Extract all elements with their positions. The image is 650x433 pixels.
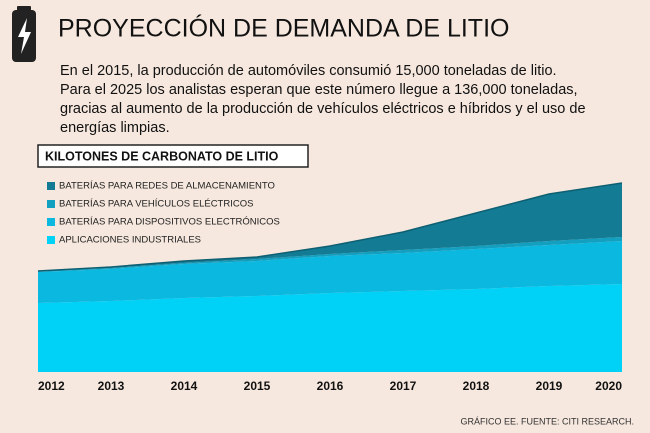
legend-swatch (47, 236, 55, 244)
legend-label: BATERÍAS PARA REDES DE ALMACENAMIENTO (59, 181, 275, 192)
legend-swatch (47, 200, 55, 208)
legend-swatch (47, 218, 55, 226)
area (38, 241, 622, 303)
x-tick-label: 2016 (317, 379, 344, 393)
chart-title-box (37, 144, 309, 168)
source: GRÁFICO EE. FUENTE: CITI RESEARCH. (460, 416, 634, 426)
x-tick-label: 2020 (595, 379, 622, 393)
x-tick-label: 2015 (244, 379, 271, 393)
x-tick-label: 2017 (390, 379, 417, 393)
x-tick-label: 2014 (171, 379, 198, 393)
legend-swatch (47, 182, 55, 190)
area (38, 237, 622, 272)
legend-label: BATERÍAS PARA DISPOSITIVOS ELECTRÓNICOS (59, 217, 280, 228)
x-tick-label: 2013 (98, 379, 125, 393)
intro-line: gracias al aumento de la producción de v… (60, 101, 586, 117)
intro-line: Para el 2025 los analistas esperan que e… (60, 82, 578, 98)
legend-label: BATERÍAS PARA VEHÍCULOS ELÉCTRICOS (59, 199, 253, 210)
area (38, 183, 622, 271)
page-title: PROYECCIÓN DE DEMANDA DE LITIO (58, 14, 509, 43)
top-edge (37, 182, 623, 272)
intro-line: En el 2015, la producción de automóviles… (60, 63, 557, 79)
x-tick-label: 2012 (38, 379, 65, 393)
chart-title: KILOTONES DE CARBONATO DE LITIO (45, 149, 279, 163)
x-tick-label: 2019 (536, 379, 563, 393)
legend-label: APLICACIONES INDUSTRIALES (59, 235, 201, 246)
area (38, 284, 622, 372)
x-tick-label: 2018 (463, 379, 490, 393)
battery-icon (12, 6, 36, 62)
intro-line: energías limpias. (60, 120, 170, 136)
